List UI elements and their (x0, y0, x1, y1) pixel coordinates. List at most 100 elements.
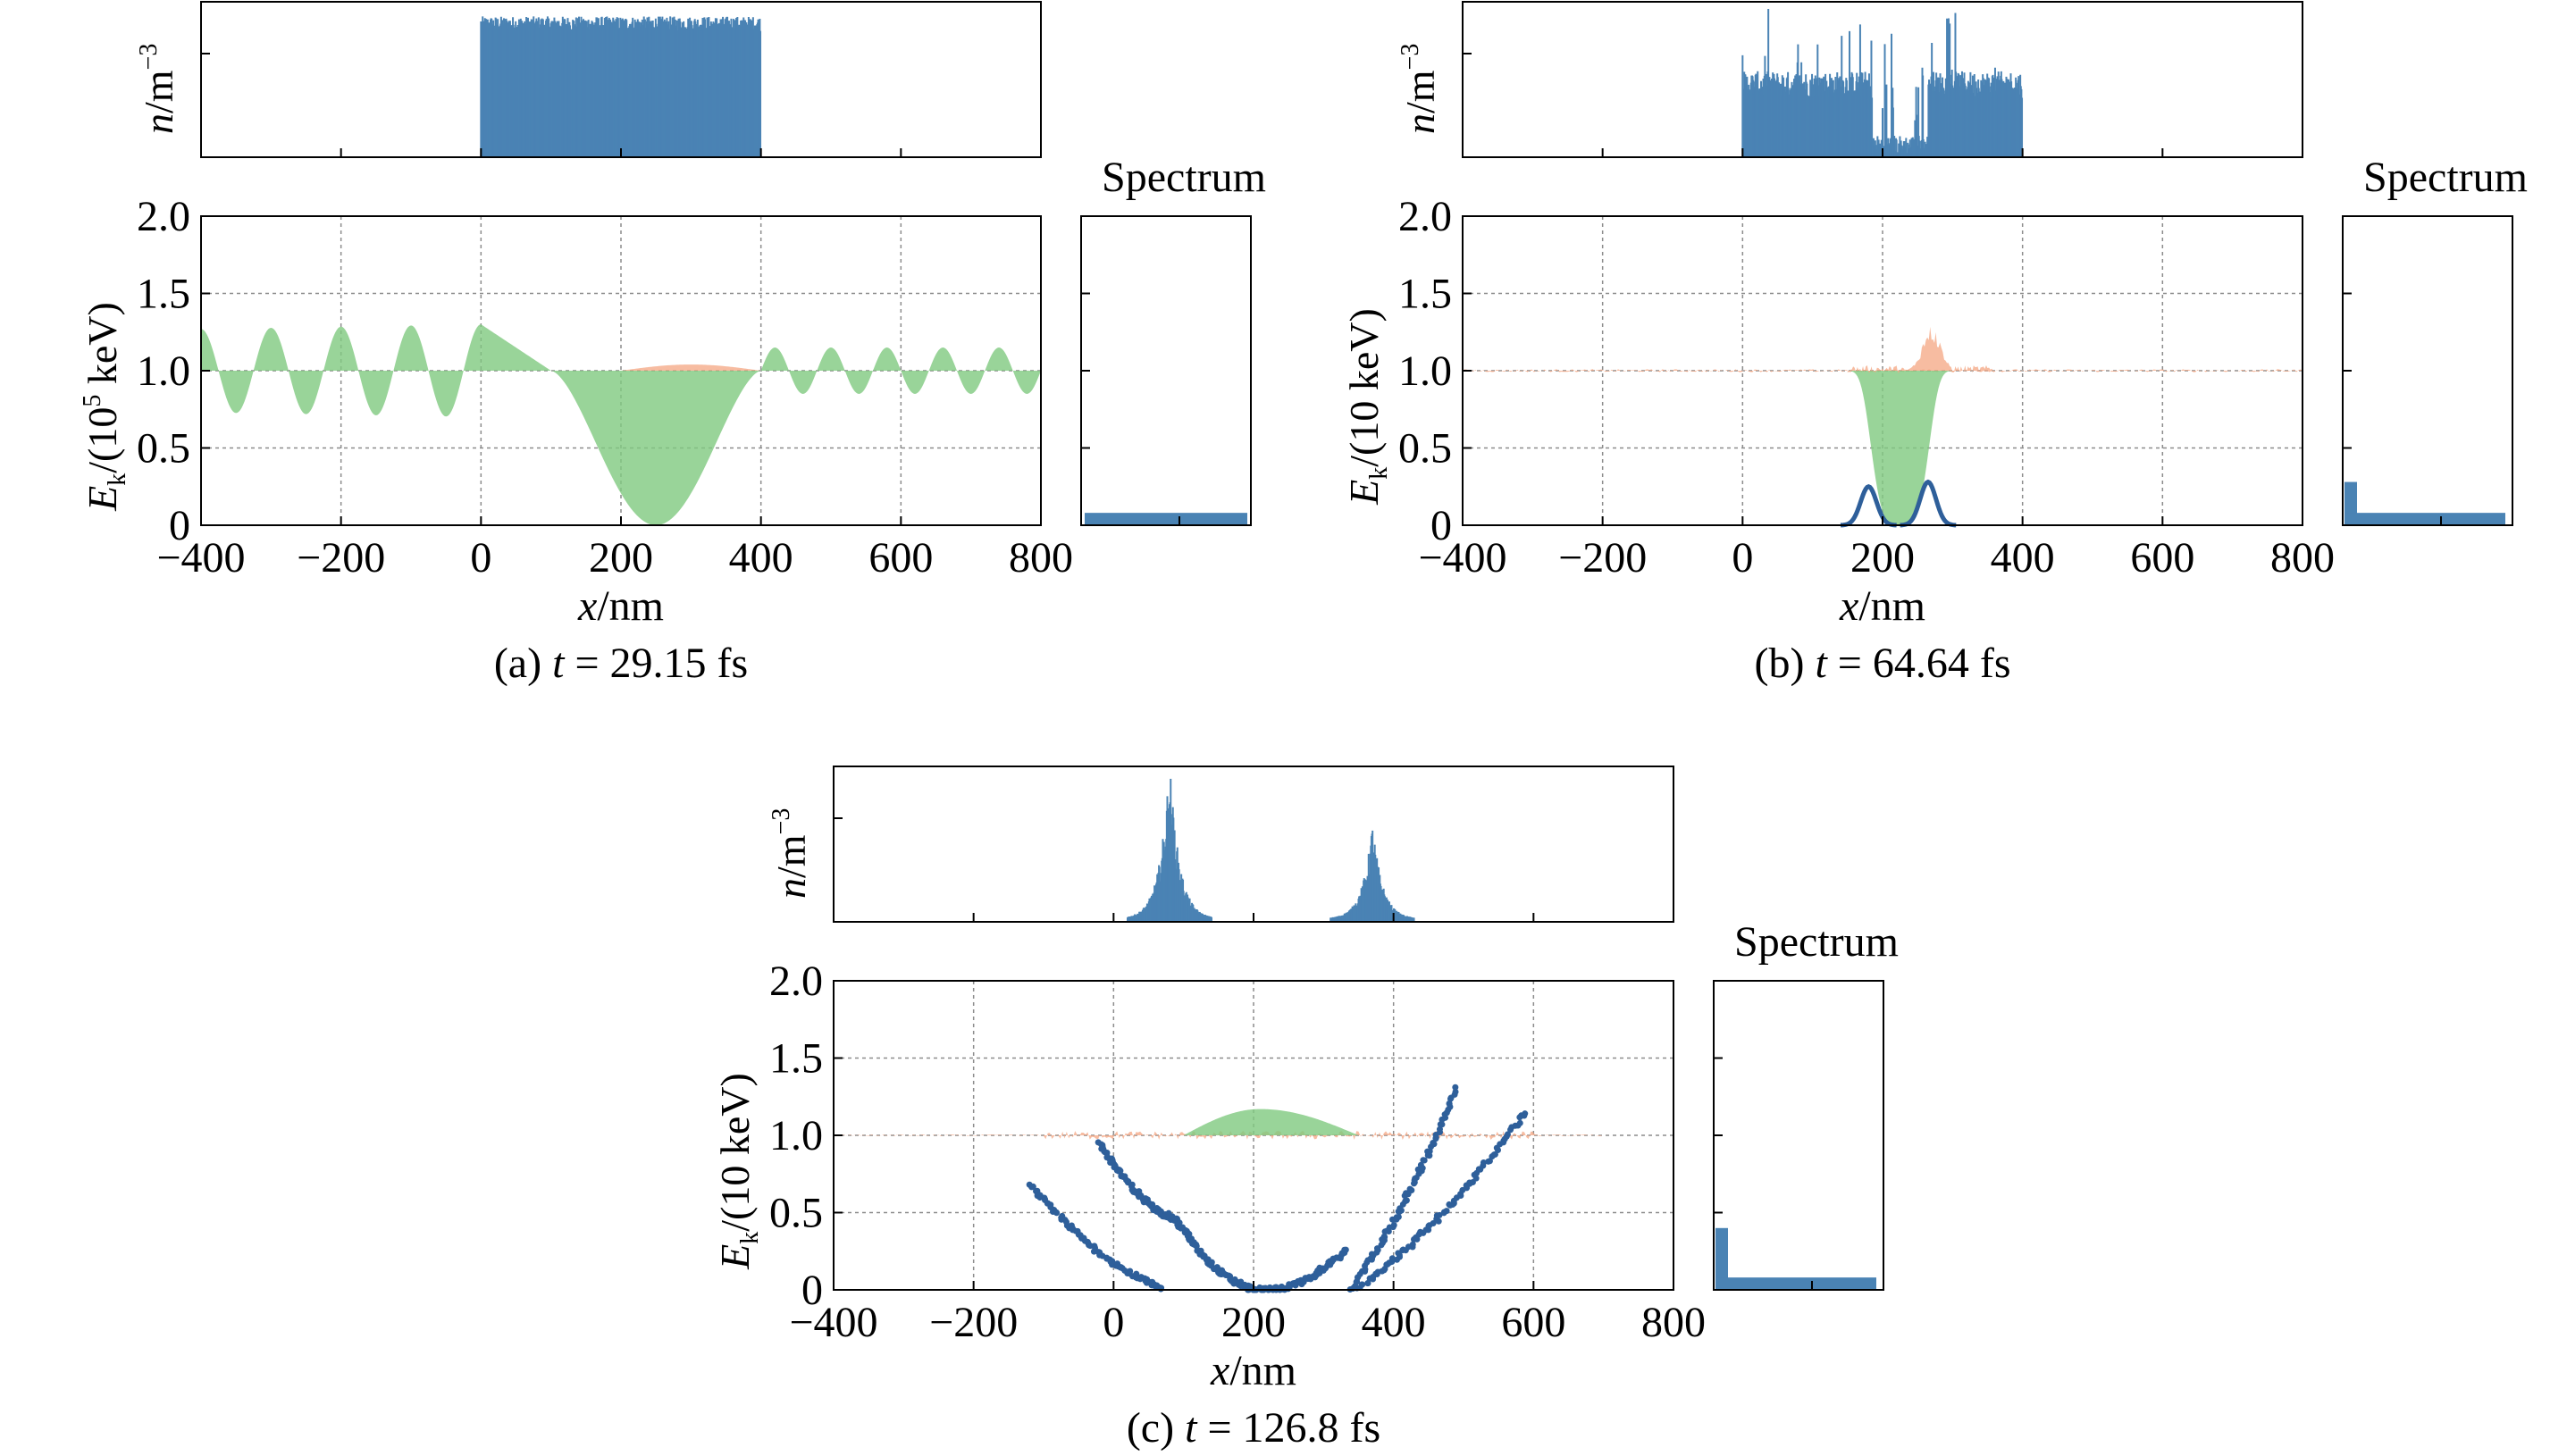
spectrum-subplot: Spectrum (1713, 918, 1899, 1291)
spectrum-frame (1713, 980, 1884, 1291)
particle-point (1117, 1167, 1124, 1175)
panel-b: n/m−3 −400 −200 0 200 400 600 800 0 0.5 1.0 1.5 2.0 x… (1341, 1, 2528, 687)
y-tick-label: 0 (1430, 502, 1452, 549)
caption-var: t (1815, 640, 1828, 687)
particle-point (1342, 1246, 1349, 1253)
density-label-var: n (1397, 113, 1443, 134)
caption-rest: = 64.64 fs (1827, 640, 2011, 687)
particle-point (1090, 1248, 1097, 1255)
x-label-var: x (577, 582, 597, 630)
particle-point (1417, 1161, 1424, 1168)
y-label-var: E (712, 1244, 758, 1270)
particle-point (1522, 1110, 1529, 1117)
density-subplot: n/m−3 (1397, 1, 2303, 158)
y-label-rest: /(10 keV) (712, 1073, 758, 1232)
spectrum-title: Spectrum (1102, 154, 1266, 201)
particle-point (1359, 1281, 1366, 1288)
particle-point (1480, 1159, 1487, 1166)
panel-caption: (c) t = 126.8 fs (1127, 1404, 1380, 1452)
particle-scatter (1026, 1084, 1529, 1293)
panel-c: n/m−3 −400 −200 0 200 400 600 800 0 0.5 1.0 1.5 2.0 x… (712, 766, 1899, 1452)
particle-point (1435, 1218, 1442, 1225)
field-dip (1847, 371, 1995, 525)
spectrum-subplot: Spectrum (1080, 154, 1266, 526)
y-label-var: E (80, 486, 125, 512)
panel-caption: (a) t = 29.15 fs (494, 640, 748, 687)
particle-point (1408, 1187, 1415, 1194)
particle-point (1403, 1197, 1410, 1204)
x-label-unit: /nm (1858, 582, 1925, 630)
y-axis-label: Ek/(10 keV) (1341, 308, 1393, 506)
energy-bump (621, 364, 761, 371)
particle-point (1208, 1260, 1215, 1268)
density-series (1127, 778, 1415, 922)
particle-point (1430, 1220, 1437, 1227)
grid (834, 981, 1673, 1290)
caption-rest: = 126.8 fs (1196, 1404, 1380, 1452)
x-tick-label: −200 (929, 1299, 1018, 1346)
x-tick-label: 200 (1850, 534, 1915, 582)
density-label-var: n (768, 878, 814, 899)
x-tick-label: 600 (2130, 534, 2194, 582)
particle-point (1409, 1241, 1416, 1248)
density-label-exp: −3 (768, 808, 795, 835)
particle-point (1504, 1131, 1511, 1138)
density-label-exp: −3 (1397, 44, 1424, 71)
energy-noise (834, 1130, 1603, 1141)
x-tick-label: 400 (729, 534, 793, 582)
y-label-end: keV) (80, 302, 125, 394)
y-label-exp: 5 (79, 395, 106, 407)
particle-point (1439, 1121, 1446, 1128)
panel-caption: (b) t = 64.64 fs (1754, 640, 2010, 687)
y-tick-label: 0.5 (769, 1190, 823, 1237)
energy-subplot: −400 −200 0 200 400 600 800 0 0.5 1.0 1.5 2.0 x/nm Ek… (79, 193, 1073, 630)
x-tick-label: 600 (868, 534, 933, 582)
particle-point (1370, 1276, 1377, 1283)
density-axis-label: n/m−3 (768, 808, 814, 899)
x-tick-label: −400 (789, 1299, 877, 1346)
y-tick-label: 1.0 (137, 347, 190, 395)
y-axis-label: Ek/(10 keV) (712, 1073, 764, 1270)
y-label-sub: k (104, 473, 131, 486)
spectrum-frame (2342, 215, 2513, 526)
y-label-var: E (1341, 480, 1387, 506)
y-tick-label: 1.5 (769, 1035, 823, 1083)
y-tick-label: 2.0 (1398, 193, 1452, 240)
caption-prefix: (a) (494, 640, 552, 687)
particle-point (1396, 1251, 1403, 1259)
density-series (1741, 9, 2024, 157)
x-tick-label: −400 (156, 534, 245, 582)
density-label-unit: /m (136, 70, 181, 113)
density-subplot: n/m−3 (135, 1, 1042, 158)
x-tick-label: 800 (1009, 534, 1073, 582)
density-label-unit: /m (768, 834, 814, 878)
x-tick-label: −200 (1558, 534, 1647, 582)
particle-point (1420, 1157, 1427, 1164)
field-ramp (481, 324, 551, 371)
x-tick-label: 0 (1732, 534, 1753, 582)
spectrum-title: Spectrum (1734, 918, 1899, 966)
density-label-unit: /m (1397, 70, 1443, 113)
particle-point (1436, 1125, 1443, 1133)
particle-bump-2 (1900, 479, 1957, 528)
particle-point (1364, 1280, 1371, 1287)
x-tick-label: 800 (2270, 534, 2335, 582)
caption-prefix: (c) (1127, 1404, 1185, 1452)
x-tick-label: 400 (1362, 1299, 1426, 1346)
x-axis-label: x/nm (577, 582, 664, 630)
x-tick-label: 0 (470, 534, 491, 582)
x-label-var: x (1210, 1347, 1229, 1394)
y-tick-label: 2.0 (769, 958, 823, 1005)
particle-point (1413, 1235, 1421, 1243)
y-label-rest: /(10 (80, 407, 125, 473)
y-tick-label: 1.0 (1398, 347, 1452, 395)
x-axis-label: x/nm (1839, 582, 1925, 630)
spectrum-title: Spectrum (2363, 154, 2528, 201)
x-label-var: x (1839, 582, 1858, 630)
y-tick-label: 1.5 (137, 271, 190, 318)
y-tick-label: 1.0 (769, 1112, 823, 1159)
x-tick-label: −200 (297, 534, 385, 582)
caption-rest: = 29.15 fs (564, 640, 748, 687)
particle-point (1029, 1183, 1036, 1190)
